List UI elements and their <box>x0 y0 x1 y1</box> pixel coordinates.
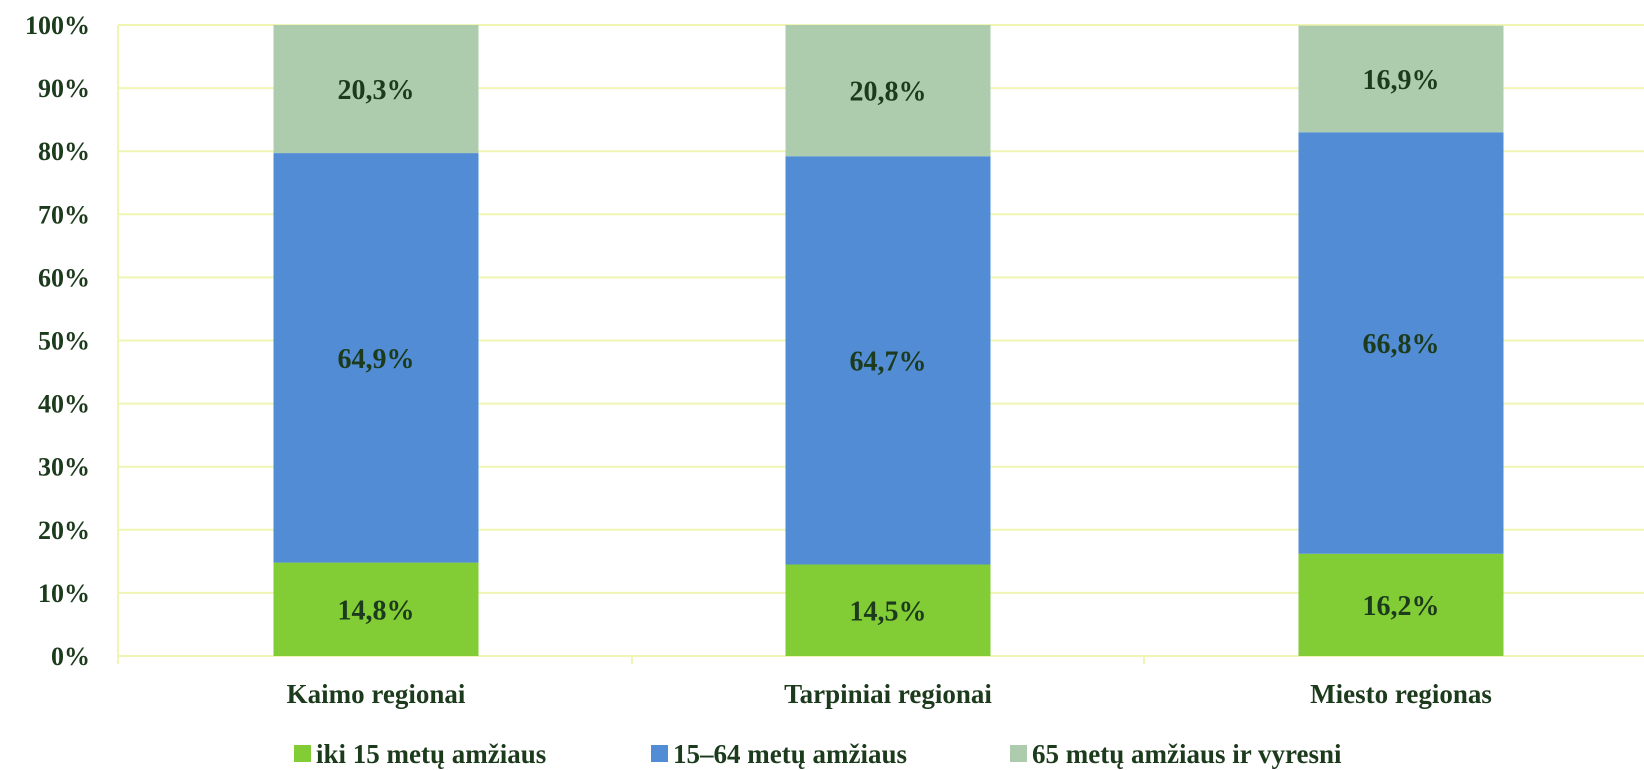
x-axis-tick-labels: Kaimo regionai Tarpiniai regionai Miesto r… <box>287 679 1492 709</box>
y-tick-label: 60% <box>38 263 90 292</box>
bar-segment <box>785 25 991 157</box>
y-tick-label: 10% <box>38 579 90 608</box>
data-label: 64,9% <box>338 344 415 375</box>
data-labels: 14,8% 64,9% 20,3% 14,5% 64,7% 20,8% 16,2% 66,8%… <box>338 65 1440 627</box>
data-label: 16,2% <box>1363 591 1440 622</box>
y-tick-label: 100% <box>25 11 90 40</box>
legend-swatch <box>294 745 311 762</box>
data-label: 66,8% <box>1363 329 1440 360</box>
y-tick-label: 80% <box>38 137 90 166</box>
bar-segment <box>273 562 479 656</box>
legend-label: iki 15 metų amžiaus <box>316 739 546 769</box>
legend-swatch <box>651 745 668 762</box>
bar-segment <box>785 564 991 656</box>
x-tick-label: Miesto regionas <box>1310 679 1492 709</box>
data-label: 20,8% <box>850 77 927 108</box>
x-tick-label: Tarpiniai regionai <box>784 679 992 709</box>
y-tick-label: 90% <box>38 74 90 103</box>
bar-segment <box>1298 553 1504 656</box>
data-label: 14,8% <box>338 595 415 626</box>
y-tick-label: 40% <box>38 390 90 419</box>
data-label: 14,5% <box>850 596 927 627</box>
bar-segment <box>1298 25 1504 133</box>
bar-segment <box>1298 132 1504 554</box>
y-tick-label: 30% <box>38 453 90 482</box>
legend: iki 15 metų amžiaus 15–64 metų amžiaus 65 … <box>294 739 1342 769</box>
y-tick-label: 20% <box>38 516 90 545</box>
y-tick-label: 0% <box>51 642 90 671</box>
y-tick-label: 50% <box>38 327 90 356</box>
data-label: 16,9% <box>1363 65 1440 96</box>
data-label: 64,7% <box>850 346 927 377</box>
bar-segment <box>273 25 479 154</box>
bars <box>273 25 1504 656</box>
x-tick-label: Kaimo regionai <box>287 679 466 709</box>
bar-segment <box>785 156 991 565</box>
data-label: 20,3% <box>338 75 415 106</box>
legend-swatch <box>1010 745 1027 762</box>
legend-label: 65 metų amžiaus ir vyresni <box>1032 739 1342 769</box>
y-tick-label: 70% <box>38 200 90 229</box>
y-axis-tick-labels: 0% 10% 20% 30% 40% 50% 60% 70% 80% 90% 100% <box>25 11 90 671</box>
bar-segment <box>273 153 479 563</box>
legend-label: 15–64 metų amžiaus <box>673 739 907 769</box>
